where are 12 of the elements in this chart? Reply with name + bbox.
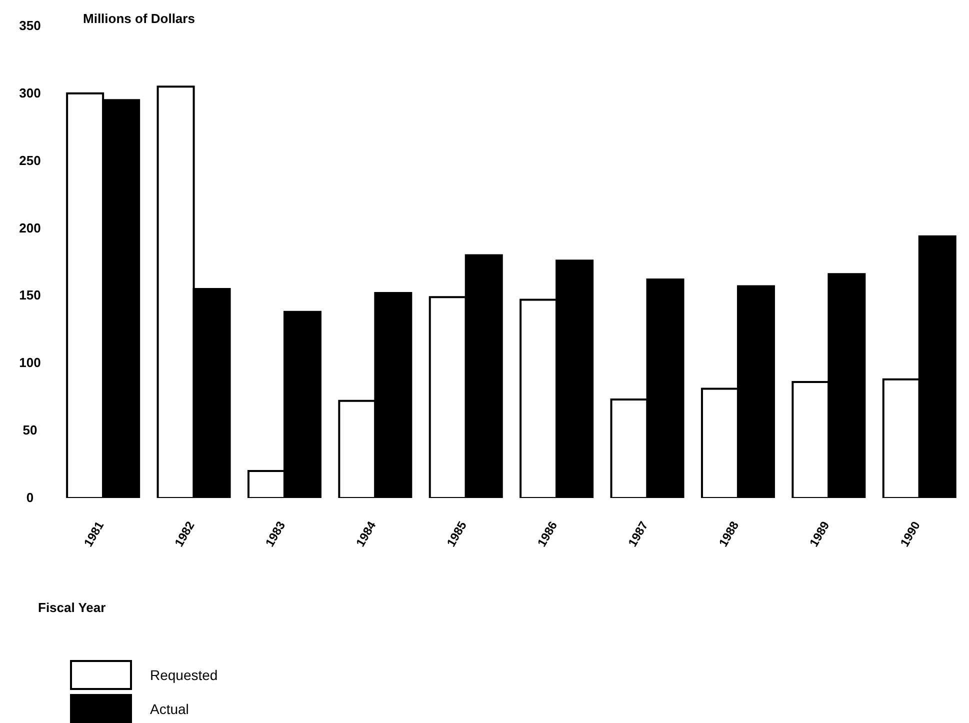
legend-label: Requested: [150, 667, 218, 683]
y-tick-label: 250: [19, 152, 41, 168]
y-tick-label: 150: [19, 288, 41, 303]
y-tick-label: 300: [19, 85, 41, 100]
y-tick-label: 100: [19, 355, 41, 370]
y-tick-label: 0: [26, 490, 34, 505]
y-tick-label: 200: [19, 220, 41, 236]
x-axis-title: Fiscal Year: [38, 600, 106, 615]
y-tick-label: 350: [19, 18, 41, 33]
y-tick-label: 50: [22, 422, 38, 438]
legend-label: Actual: [150, 701, 189, 717]
y-axis-title: Millions of Dollars: [83, 11, 195, 26]
